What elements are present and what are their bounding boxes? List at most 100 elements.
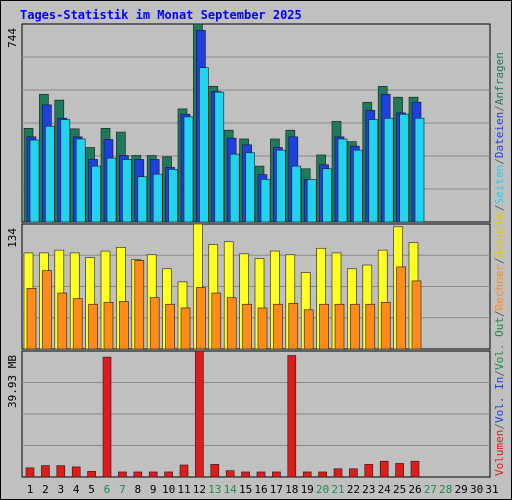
legend-item: Volumen	[493, 430, 506, 476]
bar-volumen-day-11	[179, 464, 189, 478]
bar-seiten-day-16	[260, 179, 271, 223]
bar-volumen-day-6	[102, 356, 112, 478]
bar-seiten-day-14	[229, 153, 240, 223]
bar-volumen-day-15	[241, 471, 250, 478]
x-tick-label-14: 14	[224, 483, 238, 496]
bar-seiten-day-4	[75, 138, 86, 223]
bar-rechner-day-25	[396, 266, 406, 350]
bar-rechner-day-3	[57, 292, 68, 350]
bar-seiten-day-5	[91, 165, 101, 223]
bar-rechner-day-7	[119, 301, 129, 350]
x-tick-label-11: 11	[177, 483, 190, 496]
bar-seiten-day-9	[152, 173, 163, 223]
x-tick-label-31: 31	[485, 483, 498, 496]
bar-seiten-day-18	[291, 165, 302, 223]
bar-rechner-day-10	[165, 303, 175, 350]
x-tick-label-30: 30	[470, 483, 483, 496]
chart-panel-3: 39.93 MB	[6, 350, 491, 478]
legend-item: /	[493, 257, 506, 264]
bar-rechner-day-24	[380, 302, 391, 350]
bar-rechner-day-16	[257, 307, 268, 350]
bar-rechner-day-8	[134, 260, 145, 350]
chart-panel-1: 744	[6, 23, 491, 223]
bar-rechner-day-20	[319, 303, 329, 350]
bar-rechner-day-17	[273, 303, 283, 350]
bar-rechner-day-12	[196, 287, 206, 350]
bar-seiten-day-20	[322, 168, 332, 223]
x-tick-label-4: 4	[73, 483, 80, 496]
x-tick-label-24: 24	[378, 483, 392, 496]
bar-rechner-day-26	[411, 280, 422, 350]
bar-seiten-day-21	[337, 138, 348, 223]
bar-volumen-day-13	[210, 464, 220, 478]
bar-seiten-day-24	[383, 117, 394, 223]
legend-item: /	[493, 204, 506, 211]
panel-y-label: 134	[6, 228, 19, 248]
bar-volumen-day-17	[272, 471, 281, 478]
bar-volumen-day-22	[349, 468, 358, 478]
bar-rechner-day-9	[149, 297, 160, 350]
x-tick-label-27: 27	[424, 483, 437, 496]
bar-volumen-day-10	[164, 471, 173, 478]
bar-rechner-day-14	[226, 297, 237, 350]
x-tick-label-21: 21	[331, 483, 344, 496]
bar-volumen-day-26	[410, 460, 420, 478]
bar-volumen-day-3	[56, 465, 66, 478]
bar-seiten-day-17	[276, 149, 286, 223]
x-tick-label-1: 1	[27, 483, 34, 496]
bar-volumen-day-1	[25, 467, 35, 478]
x-tick-label-9: 9	[150, 483, 157, 496]
legend-item: /	[493, 370, 506, 377]
bar-volumen-day-23	[364, 464, 374, 478]
x-tick-label-15: 15	[239, 483, 252, 496]
bar-volumen-day-25	[395, 463, 404, 478]
legend-item: /	[493, 158, 506, 165]
bar-seiten-day-25	[399, 113, 409, 223]
bar-rechner-day-5	[88, 303, 98, 350]
legend-item: Vol. In	[493, 377, 506, 423]
bar-volumen-day-18	[287, 355, 297, 478]
legend-item: /	[493, 105, 506, 112]
bar-seiten-day-13	[214, 91, 225, 223]
x-tick-label-20: 20	[316, 483, 329, 496]
bar-volumen-day-5	[87, 471, 96, 478]
bar-seiten-day-19	[306, 179, 317, 223]
bar-seiten-day-10	[168, 169, 178, 223]
x-tick-label-28: 28	[439, 483, 452, 496]
bar-volumen-day-4	[71, 466, 81, 478]
x-tick-label-25: 25	[393, 483, 406, 496]
x-tick-label-7: 7	[119, 483, 126, 496]
x-tick-label-5: 5	[88, 483, 95, 496]
bar-rechner-day-18	[288, 302, 299, 350]
legend-item: Vol. Out	[493, 317, 506, 370]
x-tick-label-19: 19	[301, 483, 314, 496]
legend-item: Dateien	[493, 112, 506, 158]
bar-rechner-day-1	[26, 288, 37, 350]
bar-volumen-day-16	[256, 471, 266, 478]
x-tick-label-29: 29	[455, 483, 468, 496]
x-tick-label-6: 6	[104, 483, 111, 496]
x-tick-label-17: 17	[270, 483, 283, 496]
bar-rechner-day-19	[303, 309, 314, 350]
bar-volumen-day-20	[318, 471, 327, 478]
bar-seiten-day-22	[353, 149, 363, 223]
legend-item: Besuche	[493, 211, 506, 257]
legend-item: /	[493, 423, 506, 430]
bar-volumen-day-12	[195, 350, 204, 478]
panel-y-label: 744	[6, 28, 19, 48]
x-tick-label-26: 26	[408, 483, 421, 496]
x-tick-label-13: 13	[208, 483, 221, 496]
chart-panel-2: 134	[6, 223, 491, 350]
bar-volumen-day-9	[148, 471, 158, 478]
bar-volumen-day-24	[379, 460, 389, 478]
bar-rechner-day-4	[72, 298, 83, 350]
legend-item: /	[493, 310, 506, 317]
x-tick-label-3: 3	[57, 483, 64, 496]
panel-y-label: 39.93 MB	[6, 355, 19, 408]
x-tick-label-10: 10	[162, 483, 175, 496]
bar-seiten-day-1	[29, 139, 40, 223]
bar-seiten-day-8	[137, 176, 148, 223]
bar-seiten-day-12	[199, 67, 209, 223]
